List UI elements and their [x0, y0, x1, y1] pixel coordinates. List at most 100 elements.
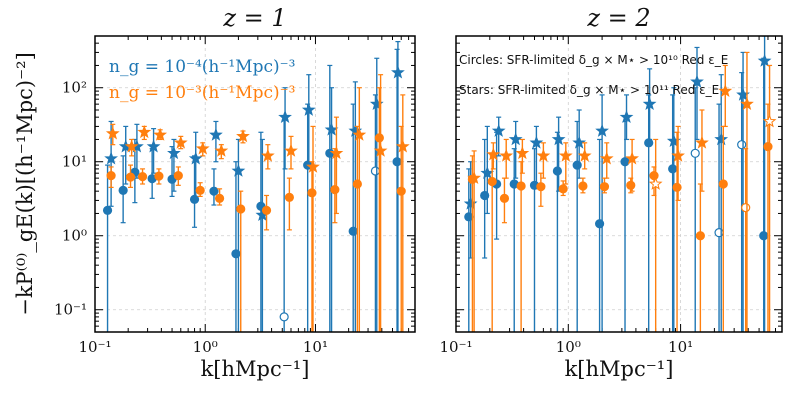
data-point-star	[188, 151, 203, 165]
data-point-star	[757, 53, 772, 67]
panel-title: z = 2	[586, 4, 650, 32]
data-point-circle	[464, 212, 474, 222]
y-tick-label: 10⁰	[62, 227, 87, 245]
data-layer	[102, 41, 410, 332]
data-point-circle	[330, 185, 340, 195]
data-point-circle	[173, 170, 183, 181]
data-point-circle	[759, 231, 769, 241]
data-point-circle	[261, 205, 272, 215]
data-point-star	[577, 148, 592, 162]
data-point-circle	[737, 140, 747, 150]
data-point-star	[690, 74, 704, 88]
data-layer	[463, 36, 777, 332]
data-point-star	[536, 148, 551, 162]
annotation-text: Stars: SFR-limited δ_g × M⋆ > 10¹¹ Red ε…	[459, 83, 719, 97]
legend-entry: n_g = 10⁻⁴(h⁻¹Mpc)⁻³	[109, 57, 295, 77]
data-point-star	[352, 127, 367, 141]
x-axis-label: k[hMpc⁻¹]	[201, 357, 310, 381]
series-blue-circle	[102, 48, 402, 332]
series-orange-circle	[106, 87, 406, 332]
data-point-star	[373, 143, 388, 157]
data-point-star	[486, 147, 501, 161]
data-point-star	[153, 127, 168, 141]
data-point-star	[306, 159, 320, 173]
data-point-star	[718, 83, 733, 97]
axes-frame	[94, 35, 416, 333]
y-tick-label: 10²	[62, 79, 87, 97]
data-point-star	[236, 129, 250, 143]
data-point-star	[105, 126, 120, 140]
x-tick-label: 10¹	[668, 338, 693, 356]
y-tick-label: 10¹	[62, 153, 87, 171]
data-point-circle	[644, 138, 654, 148]
data-point-star	[740, 96, 754, 110]
data-point-circle	[209, 186, 219, 196]
data-point-circle	[516, 181, 526, 191]
data-point-circle	[106, 170, 116, 181]
data-point-circle	[352, 179, 362, 189]
data-point-circle	[487, 176, 497, 187]
data-point-star	[648, 176, 663, 190]
data-point-circle	[137, 171, 148, 182]
data-point-star	[695, 135, 709, 149]
data-point-star	[642, 96, 657, 110]
data-point-circle	[536, 182, 546, 192]
data-point-star	[595, 123, 609, 137]
data-point-circle	[370, 166, 381, 176]
data-point-circle	[392, 157, 402, 167]
data-point-circle	[102, 205, 113, 215]
data-point-circle	[578, 181, 588, 191]
data-point-star	[260, 148, 275, 162]
data-point-circle	[374, 133, 384, 143]
series-blue-star	[104, 41, 405, 332]
data-point-circle	[214, 193, 225, 203]
data-point-circle	[307, 188, 317, 198]
data-point-circle	[118, 185, 128, 195]
data-point-circle	[718, 179, 728, 189]
data-point-star	[324, 122, 339, 136]
x-tick-label: 10¹	[303, 338, 328, 356]
data-point-star	[301, 102, 316, 116]
data-point-star	[625, 151, 639, 165]
data-point-circle	[649, 170, 659, 181]
data-point-circle	[236, 204, 246, 214]
x-tick-label: 10⁻¹	[78, 338, 111, 356]
annotation-text: Circles: SFR-limited δ_g × M⋆ > 10¹⁰ Red…	[459, 53, 728, 67]
data-point-star	[146, 139, 161, 153]
series-orange-star	[105, 74, 410, 332]
data-point-circle	[763, 142, 773, 152]
axes-frame	[455, 35, 783, 333]
x-tick-label: 10⁻¹	[439, 338, 472, 356]
data-point-star	[395, 139, 410, 153]
y-axis-label: −kP⁽⁰⁾_gE(k)[(h⁻¹Mpc)⁻²]	[13, 52, 37, 316]
y-tick-label: 10⁻¹	[54, 301, 87, 319]
data-point-circle	[599, 182, 610, 192]
data-point-circle	[552, 166, 563, 176]
data-point-circle	[572, 160, 582, 170]
data-point-star	[278, 109, 292, 124]
data-point-circle	[620, 157, 630, 167]
data-point-star	[284, 143, 298, 157]
data-point-circle	[626, 180, 636, 190]
data-point-star	[515, 146, 530, 160]
panel-1: 10⁻¹ 10⁰ 10¹ 10⁻¹ 10⁰ 10¹ 10² k[hMpc⁻¹] −kP⁽⁰⁾_g…	[13, 4, 416, 381]
legend-entry: n_g = 10⁻³(h⁻¹Mpc)⁻³	[109, 83, 295, 103]
data-point-star	[329, 146, 344, 160]
data-point-star	[480, 165, 495, 180]
series-orange-star	[467, 51, 777, 332]
data-point-circle	[189, 194, 200, 204]
data-point-circle	[396, 186, 406, 196]
data-point-star	[195, 141, 210, 155]
data-point-star	[762, 114, 777, 128]
data-point-star	[173, 135, 188, 149]
data-point-circle	[154, 171, 164, 181]
data-point-circle	[672, 182, 682, 192]
data-point-circle	[558, 184, 568, 194]
data-point-star	[551, 132, 566, 146]
data-point-star	[137, 125, 152, 139]
data-point-star	[467, 170, 481, 184]
data-point-star	[214, 143, 229, 157]
data-point-star	[599, 151, 614, 165]
data-point-star	[572, 135, 587, 149]
